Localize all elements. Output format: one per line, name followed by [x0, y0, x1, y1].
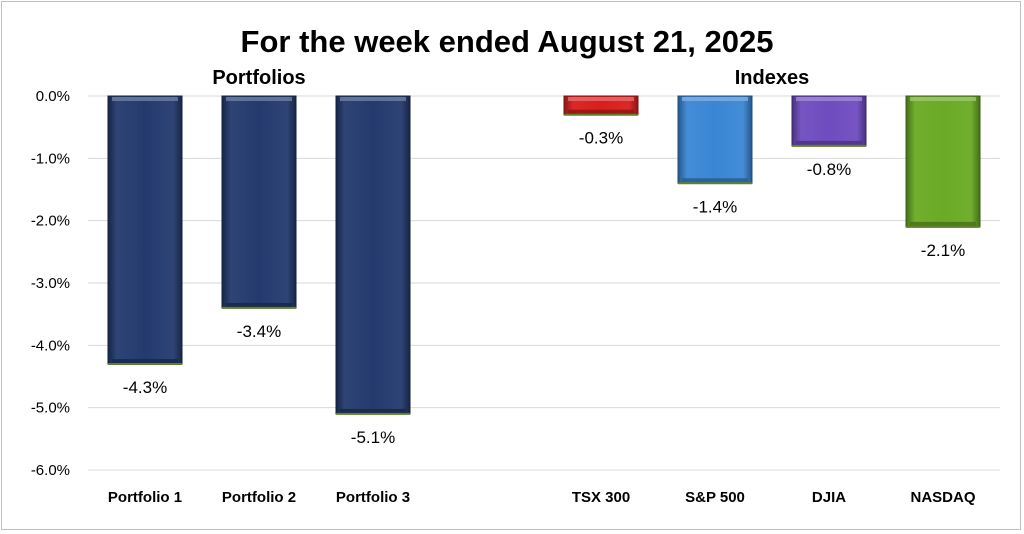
bar-portfolio-2: [221, 95, 297, 309]
bar-djia: [791, 95, 867, 147]
bar-bevel-top: [226, 97, 292, 101]
category-label-portfolio-1: Portfolio 1: [108, 489, 182, 506]
y-tick-label: -1.0%: [31, 150, 70, 167]
y-tick-label: -6.0%: [31, 462, 70, 479]
data-label-nasdaq: -2.1%: [921, 241, 965, 260]
bar-bevel-top: [112, 97, 178, 101]
category-label-tsx-300: TSX 300: [572, 489, 630, 506]
data-label-s-p-500: -1.4%: [693, 197, 737, 216]
data-labels: -4.3% -3.4% -5.1% -0.3% -1.4% -0.8% -2.1%: [123, 129, 965, 447]
y-tick-label: -2.0%: [31, 213, 70, 230]
y-tick-label: -3.0%: [31, 275, 70, 292]
bar-bevel-bottom: [910, 221, 976, 226]
bar-bevel-bottom: [796, 140, 862, 145]
bars: [107, 95, 981, 415]
data-label-tsx-300: -0.3%: [579, 129, 623, 148]
group-label-portfolios: Portfolios: [212, 67, 305, 89]
data-label-djia: -0.8%: [807, 160, 851, 179]
bar-bevel-bottom: [112, 359, 178, 364]
bar-bevel-bottom: [226, 302, 292, 307]
bar-portfolio-1: [107, 95, 183, 365]
bar-nasdaq: [905, 95, 981, 228]
data-label-portfolio-1: -4.3%: [123, 378, 167, 397]
bar-bevel-top: [910, 97, 976, 101]
bar-portfolio-3: [335, 95, 411, 415]
bar-bevel-bottom: [568, 109, 634, 114]
bar-bevel-bottom: [340, 408, 406, 413]
data-label-portfolio-2: -3.4%: [237, 322, 281, 341]
y-axis-ticks: 0.0% -1.0% -2.0% -3.0% -4.0% -5.0% -6.0%: [31, 88, 70, 479]
group-labels: Portfolios Indexes: [212, 67, 809, 89]
category-labels: Portfolio 1 Portfolio 2 Portfolio 3 TSX 300…: [108, 489, 976, 506]
data-label-portfolio-3: -5.1%: [351, 428, 395, 447]
bar-bevel-top: [682, 97, 748, 101]
y-tick-label: -5.0%: [31, 400, 70, 417]
group-label-indexes: Indexes: [735, 67, 809, 89]
category-label-portfolio-2: Portfolio 2: [222, 489, 296, 506]
bar-s-p-500: [677, 95, 753, 184]
bar-bevel-bottom: [682, 178, 748, 183]
bar-bevel-top: [796, 97, 862, 101]
category-label-portfolio-3: Portfolio 3: [336, 489, 410, 506]
bar-bevel-top: [568, 97, 634, 101]
y-tick-label: -4.0%: [31, 337, 70, 354]
category-label-djia: DJIA: [812, 489, 846, 506]
category-label-s-p-500: S&P 500: [685, 489, 745, 506]
category-label-nasdaq: NASDAQ: [910, 489, 975, 506]
y-tick-label: 0.0%: [36, 88, 70, 105]
bar-bevel-top: [340, 97, 406, 101]
chart-title: For the week ended August 21, 2025: [241, 24, 774, 59]
